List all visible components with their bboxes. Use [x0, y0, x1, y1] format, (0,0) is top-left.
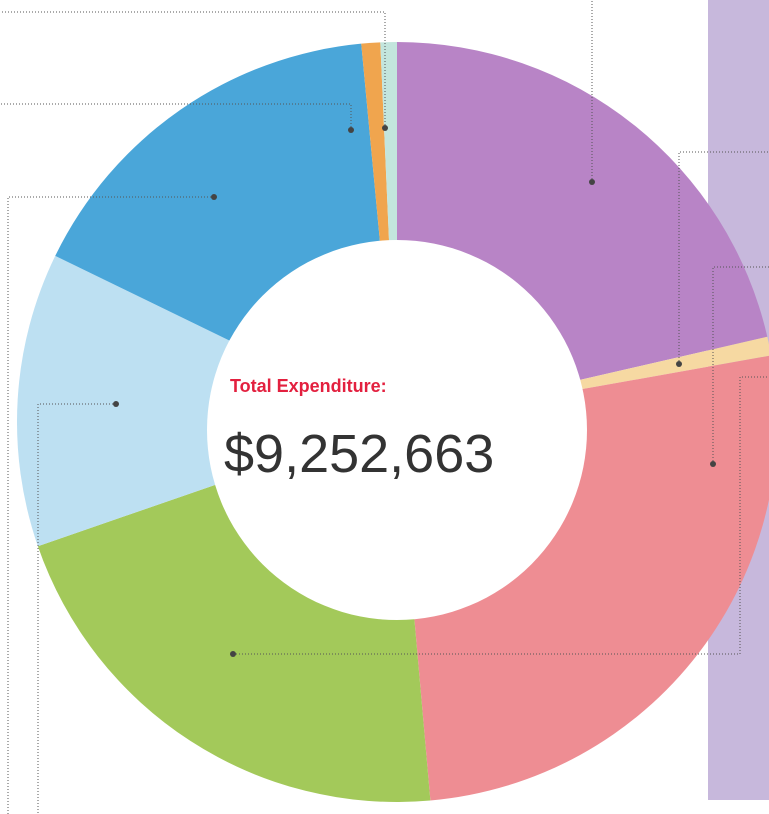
center-value: $9,252,663: [224, 424, 494, 484]
center-label: Total Expenditure:: [230, 376, 387, 396]
leader-dot: [230, 651, 236, 657]
leader-dot: [348, 127, 354, 133]
leader-dot: [382, 125, 388, 131]
leader-dot: [113, 401, 119, 407]
leader-dot: [710, 461, 716, 467]
infographic: Total Expenditure: $9,252,663: [0, 0, 769, 814]
leader-dot: [676, 361, 682, 367]
leader-dot: [211, 194, 217, 200]
leader-dot: [589, 179, 595, 185]
